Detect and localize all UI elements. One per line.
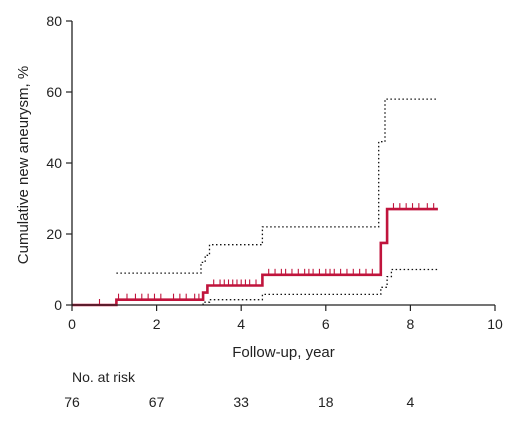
x-tick-label: 2	[153, 316, 161, 332]
risk-count: 67	[148, 394, 165, 410]
x-axis-label: Follow-up, year	[232, 344, 335, 360]
x-tick-label: 4	[237, 316, 245, 332]
y-ticks: 0 20 40 60 80	[46, 13, 72, 313]
risk-count: 4	[406, 394, 415, 410]
estimate-line	[72, 207, 438, 307]
y-tick-label: 0	[54, 297, 62, 313]
x-tick-label: 10	[487, 316, 503, 332]
y-tick-label: 60	[46, 84, 62, 100]
risk-count: 18	[318, 394, 334, 410]
y-tick-label: 80	[46, 13, 62, 29]
x-tick-label: 8	[407, 316, 415, 332]
ci-lower-line	[202, 268, 438, 305]
x-tick-label: 6	[322, 316, 330, 332]
confidence-interval-layer	[116, 98, 438, 305]
x-ticks: 0 2 4 6 8 10	[68, 305, 503, 332]
risk-count: 33	[233, 394, 249, 410]
y-axis-label: Cumulative new aneurysm, %	[15, 66, 32, 264]
y-tick-label: 20	[46, 226, 62, 242]
risk-count: 76	[64, 394, 80, 410]
estimate-layer	[72, 203, 438, 307]
ci-upper-line	[116, 98, 438, 274]
risk-table-title: No. at risk	[72, 369, 136, 385]
kaplan-meier-plot: 0 20 40 60 80 0 2 4 6 8 10 Follow-up, year Cumula…	[15, 13, 503, 360]
x-tick-label: 0	[68, 316, 76, 332]
y-tick-label: 40	[46, 155, 62, 171]
